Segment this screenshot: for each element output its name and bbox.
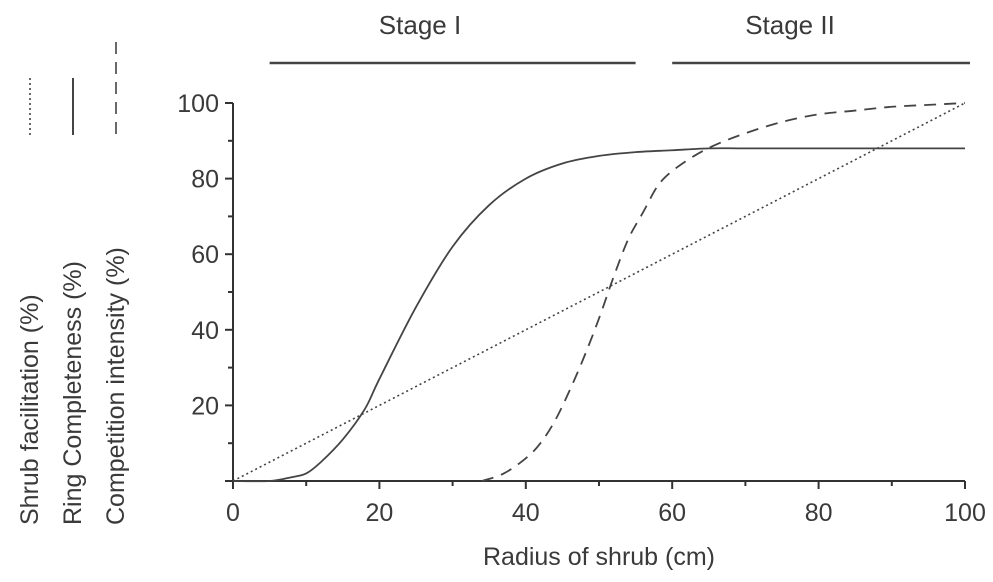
legend: Shrub facilitation (%) Ring Completeness … xyxy=(16,42,130,525)
x-tick-label: 60 xyxy=(658,499,686,527)
series-line-3 xyxy=(481,102,966,482)
stage-label-1: Stage I xyxy=(379,10,461,40)
x-tick-label: 40 xyxy=(512,499,540,527)
stage-annotations: Stage I Stage II xyxy=(269,10,970,65)
x-tick-label: 80 xyxy=(805,499,833,527)
legend-label-3: Competition intensity (%) xyxy=(102,247,130,525)
series-line-2 xyxy=(232,147,966,483)
x-tick-label: 100 xyxy=(944,499,986,527)
y-tick-label: 80 xyxy=(191,166,219,194)
x-tick-label: 20 xyxy=(365,499,393,527)
x-tick-label: 0 xyxy=(226,499,240,527)
y-tick-label: 40 xyxy=(191,317,219,345)
y-tick-label: 100 xyxy=(177,90,219,118)
legend-label-2: Ring Completeness (%) xyxy=(59,261,87,525)
x-axis-title: Radius of shrub (cm) xyxy=(483,543,715,571)
y-tick-label: 60 xyxy=(191,241,219,269)
axis-ticks: 0 20 40 60 80 100 20 40 60 80 100 xyxy=(177,90,986,527)
series-line-1 xyxy=(232,102,966,482)
series-lines xyxy=(232,102,966,483)
legend-label-1: Shrub facilitation (%) xyxy=(16,294,44,525)
y-tick-label: 20 xyxy=(191,392,219,420)
stage-label-2: Stage II xyxy=(745,10,835,40)
